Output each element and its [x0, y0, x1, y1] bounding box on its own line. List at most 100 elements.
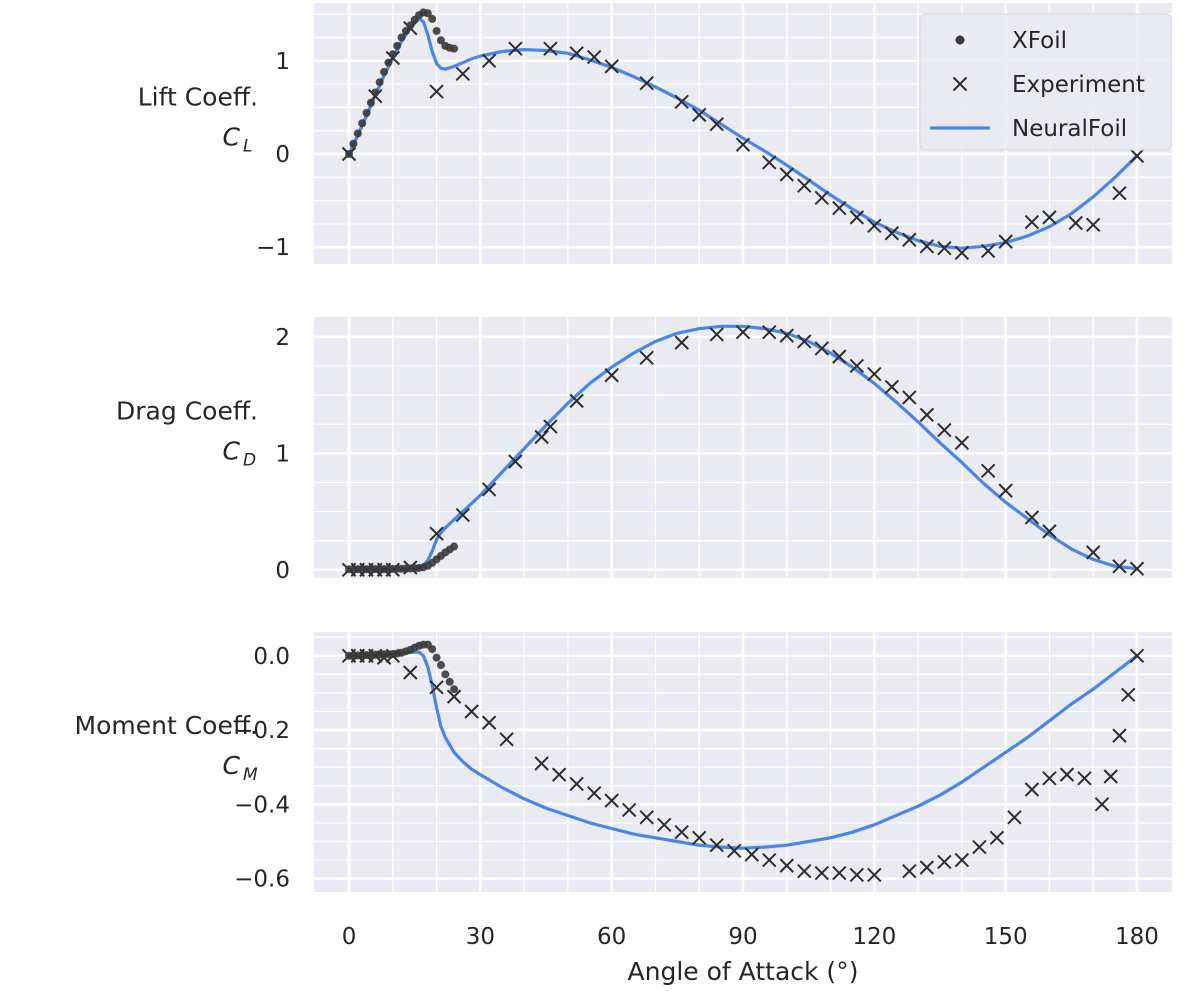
experiment-point — [508, 41, 523, 56]
xfoil-point — [450, 44, 459, 53]
experiment-point — [884, 379, 900, 395]
experiment-point — [692, 830, 707, 845]
xfoil-point — [450, 542, 459, 551]
neuralfoil-line — [347, 650, 1139, 850]
experiment-point — [1085, 217, 1101, 233]
experiment-point — [464, 704, 479, 719]
xfoil-point — [432, 26, 441, 35]
panel-drag: 0 1 2 Drag Coeff. C D — [116, 317, 1172, 584]
experiment-point — [832, 200, 847, 216]
xfoil-point — [441, 670, 450, 679]
experiment-point — [954, 245, 970, 261]
y-tick-label: 2 — [275, 325, 290, 351]
y-tick-label: 0.0 — [253, 644, 290, 670]
experiment-point — [937, 240, 952, 256]
experiment-point — [902, 232, 917, 247]
experiment-point — [902, 390, 917, 405]
experiment-point — [403, 665, 418, 680]
x-axis-label: Angle of Attack (°) — [628, 957, 859, 986]
y-axis-label: Drag Coeff. — [116, 397, 258, 426]
xfoil-point — [358, 119, 367, 128]
experiment-point — [884, 226, 900, 241]
experiment-point — [709, 837, 724, 853]
experiment-point — [727, 843, 742, 858]
experiment-point — [954, 435, 970, 451]
experiment-point — [481, 715, 497, 730]
experiment-point — [867, 366, 882, 382]
y-axis-symbol: C — [223, 123, 241, 152]
experiment-point — [569, 393, 584, 409]
y-axis-label: Lift Coeff. — [138, 83, 258, 112]
experiment-point — [937, 854, 952, 870]
experiment-point — [797, 178, 812, 193]
legend: XFoil Experiment NeuralFoil — [919, 13, 1172, 151]
experiment-point — [919, 239, 935, 254]
experiment-point — [1068, 215, 1083, 231]
experiment-point — [481, 482, 497, 497]
experiment-point — [656, 817, 672, 832]
experiment-point — [980, 463, 996, 479]
experiment-point — [762, 155, 777, 170]
experiment-point — [639, 810, 654, 825]
experiment-point — [998, 483, 1013, 498]
experiment-point — [832, 349, 847, 364]
experiment-point — [867, 218, 882, 233]
experiment-point — [674, 94, 689, 110]
y-tick-label: −0.2 — [234, 718, 290, 744]
xfoil-point — [375, 78, 384, 87]
experiment-point — [569, 46, 584, 61]
experiment-point — [1042, 771, 1057, 786]
y-axis-symbol-subscript: L — [243, 137, 252, 157]
legend-experiment-marker — [952, 76, 968, 92]
xfoil-point — [393, 41, 402, 50]
experiment-point — [1112, 728, 1127, 743]
experiment-point — [639, 75, 654, 91]
experiment-point — [849, 867, 865, 883]
experiment-point — [1024, 510, 1040, 525]
x-tick-label: 150 — [984, 924, 1028, 950]
experiment-point — [621, 802, 637, 818]
experiment-point — [639, 350, 654, 365]
experiment-point — [779, 167, 794, 182]
xfoil-point — [388, 50, 397, 59]
xfoil-point — [432, 653, 441, 662]
xfoil-point — [428, 14, 437, 23]
experiment-point — [1059, 767, 1075, 782]
experiment-point — [1121, 687, 1136, 702]
experiment-point — [543, 41, 558, 56]
xfoil-point — [445, 677, 454, 686]
y-tick-label: 1 — [275, 49, 290, 75]
experiment-point — [744, 847, 759, 862]
experiment-point — [586, 785, 602, 801]
experiment-point — [762, 324, 777, 340]
experiment-point — [1112, 185, 1127, 201]
experiment-point — [1085, 545, 1101, 560]
experiment-point — [1103, 769, 1118, 784]
experiment-point — [569, 776, 584, 792]
experiment-point — [1024, 782, 1040, 797]
y-axis-symbol: C — [223, 437, 241, 466]
xfoil-point — [397, 33, 406, 42]
experiment-point — [499, 732, 514, 747]
x-tick-label: 120 — [852, 924, 896, 950]
experiment-point — [779, 328, 794, 343]
xfoil-point — [423, 9, 432, 18]
x-tick-label: 180 — [1115, 924, 1159, 950]
experiment-point — [429, 680, 444, 695]
panel-moment: 0.0 −0.2 −0.4 −0.6 Moment Coeff. C M 0 30 60 90 120… — [75, 632, 1172, 986]
experiment-point — [972, 839, 987, 855]
experiment-point — [1042, 210, 1057, 225]
xfoil-point — [406, 21, 415, 30]
y-axis-symbol: C — [223, 751, 241, 780]
experiment-point — [674, 335, 689, 350]
experiment-point — [1129, 561, 1145, 576]
experiment-point — [508, 454, 523, 469]
experiment-point — [814, 865, 830, 881]
experiment-point — [429, 526, 444, 541]
series-group-drag — [341, 324, 1145, 578]
xfoil-point — [436, 661, 445, 670]
legend-label: XFoil — [1012, 28, 1067, 54]
experiment-point — [1129, 148, 1145, 164]
